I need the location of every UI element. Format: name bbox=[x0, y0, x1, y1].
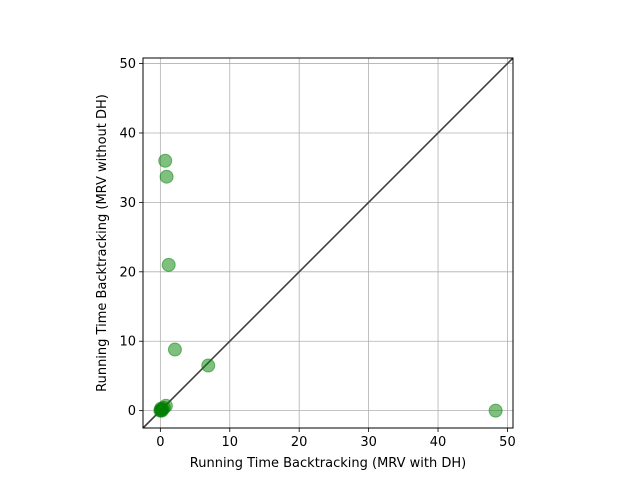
y-axis-label: Running Time Backtracking (MRV without D… bbox=[95, 94, 110, 392]
x-tick-label-0: 0 bbox=[156, 435, 164, 450]
data-point-5 bbox=[488, 403, 503, 418]
axis-ticks: 0 10 20 30 40 50 0 10 20 30 40 50 bbox=[119, 57, 515, 450]
y-tick-label-5: 50 bbox=[119, 57, 136, 72]
x-tick-label-1: 10 bbox=[221, 435, 238, 450]
y-tick-label-4: 40 bbox=[119, 126, 136, 141]
y-tick-label-1: 10 bbox=[119, 335, 136, 350]
x-axis-label: Running Time Backtracking (MRV with DH) bbox=[190, 456, 466, 471]
y-tick-label-3: 30 bbox=[119, 196, 136, 211]
data-point-0 bbox=[158, 153, 173, 168]
y-tick-label-2: 20 bbox=[119, 265, 136, 280]
x-tick-label-4: 40 bbox=[430, 435, 447, 450]
data-points bbox=[153, 153, 503, 418]
plot-frame bbox=[142, 57, 514, 429]
data-point-12 bbox=[154, 401, 169, 416]
x-tick-label-3: 30 bbox=[360, 435, 377, 450]
data-point-2 bbox=[161, 257, 176, 272]
data-point-1 bbox=[159, 169, 174, 184]
grid-lines bbox=[143, 58, 513, 428]
data-point-3 bbox=[167, 342, 182, 357]
data-point-4 bbox=[201, 358, 216, 373]
y-tick-label-0: 0 bbox=[128, 404, 136, 419]
x-tick-label-5: 50 bbox=[499, 435, 516, 450]
x-tick-label-2: 20 bbox=[291, 435, 308, 450]
